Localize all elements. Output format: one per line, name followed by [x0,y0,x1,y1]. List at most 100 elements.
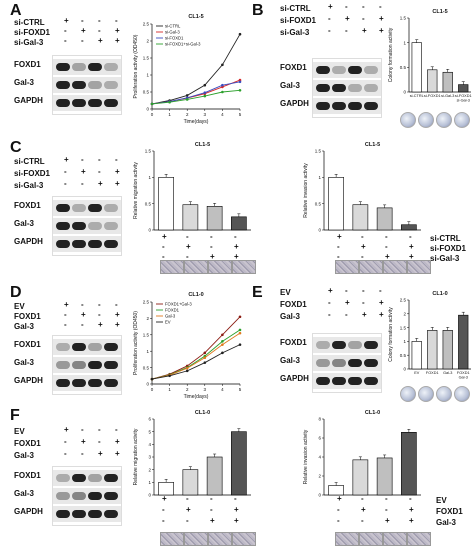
chart-title: CL1-0 [432,291,447,297]
legend-label: si-FOXD1 [165,36,184,41]
cond-label: FOXD1 [14,439,41,448]
micrograph [335,532,359,546]
sign-mark: - [210,494,213,503]
micrograph [383,260,407,274]
bar [401,224,417,231]
migration-chart: 0 1 2 3 4 5 6 CL1-0 Relative migration activity [133,410,251,498]
micrograph [407,532,431,546]
bar [182,469,199,496]
data-point [238,343,242,346]
bar [231,216,247,231]
sign-mark: + [98,320,103,329]
micrograph [160,532,184,546]
cond-label: Gal-3 [436,518,457,527]
sign-mark: - [81,155,84,164]
cond-label: FOXD1 [436,507,463,516]
y-tick-label: 3 [148,455,151,460]
data-point [203,83,207,87]
data-point [203,351,207,355]
sign-mark: - [210,505,213,514]
bar [411,42,422,93]
blot-label: FOXD1 [280,63,307,72]
invasion-chart: 0 2 4 6 8 CL1-0 Relative invasion activity [303,410,421,498]
chart-title: CL1-5 [195,142,210,148]
proliferation-chart: 0 0.5 1 1.5 2 2.5 0 1 2 3 4 5 Time(days) CL1-0 Prolife… [133,292,242,400]
sign-mark: + [115,179,120,188]
western-blot [52,196,122,256]
sign-mark: + [115,437,120,446]
series-line [151,33,241,105]
y-tick-label: 0 [146,382,149,387]
colony-dish [418,386,434,402]
colony-dish [454,386,470,402]
chart-title: CL1-5 [188,14,203,20]
sign-mark: - [98,300,101,309]
sign-mark: + [115,36,120,45]
y-tick-label: 1.5 [145,149,152,154]
y-tick-label: 0 [148,228,151,233]
sign-mark: + [385,516,390,525]
sign-mark: - [361,232,364,241]
sign-mark: + [186,242,191,251]
sign-mark: - [162,242,165,251]
data-point [221,333,224,337]
x-category-label: Gal-3 [443,371,452,375]
sign-mark: + [81,167,86,176]
y-tick-label: 0 [148,493,151,498]
bar [376,457,393,496]
micrograph [383,532,407,546]
sign-mark: - [345,26,348,35]
western-blot [52,55,122,115]
data-point [150,377,154,381]
sign-mark: - [362,2,365,11]
sign-mark: + [81,26,86,35]
sign-mark: - [186,494,189,503]
sign-mark: - [409,494,412,503]
blot-label: FOXD1 [280,338,307,347]
panel-letter-a: A [10,2,22,19]
x-category-label: si-FOXD1 [455,94,472,98]
y-axis-label: Relative invasion activity [303,163,309,218]
x-category-label: si-Gal-3 [457,99,470,103]
micrograph [407,260,431,274]
data-point [168,374,171,378]
sign-mark: + [409,516,414,525]
bar [206,456,223,496]
data-point [221,83,224,87]
sign-mark: - [337,242,340,251]
panel-b: B si-CTRL si-FOXD1 si-Gal-3 FOXD1 Gal-3 … [250,0,476,130]
sign-mark: + [234,242,239,251]
micrograph [359,532,383,546]
micrograph [208,260,232,274]
colony-dish [400,112,416,128]
sign-mark: + [64,300,69,309]
y-tick-label: 1 [403,40,406,45]
x-category-label: FOXD1 [426,371,439,375]
data-point [238,315,242,319]
micrograph [232,532,256,546]
y-tick-label: 0 [403,367,406,372]
x-tick-label: 4 [221,112,224,117]
sign-mark: - [361,252,364,261]
proliferation-chart: 0 0.5 1 1.5 2 2.5 0 1 2 3 4 5 Time(days) CL1-5 Prolife… [133,14,242,125]
sign-mark: - [64,310,67,319]
data-point [238,89,242,92]
sign-mark: - [409,232,412,241]
x-tick-label: 2 [186,112,189,117]
panel-f: F EV FOXD1 Gal-3 FOXD1 Gal-3 GAPDH 0 1 2 3 4… [0,405,476,550]
y-tick-label: 1 [148,480,151,485]
panel-letter-d: D [10,284,22,301]
cond-label: si-CTRL [14,18,45,27]
y-tick-label: 8 [318,417,321,422]
blot-label: Gal-3 [14,219,35,228]
y-tick-label: 0 [403,90,406,95]
bar [182,204,199,231]
sign-mark: - [81,16,84,25]
sign-mark: - [361,494,364,503]
y-tick-label: 1.5 [143,56,150,61]
sign-mark: + [210,252,215,261]
sign-mark: - [64,36,67,45]
y-axis-label: Relative migration activity [133,162,139,219]
y-axis-label: Relative migration activity [133,428,139,485]
blot-label: Gal-3 [280,81,301,90]
